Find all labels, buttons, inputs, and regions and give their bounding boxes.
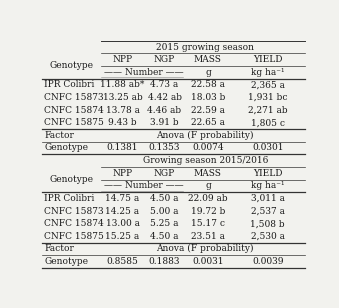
Text: YIELD: YIELD (253, 169, 282, 178)
Text: g: g (205, 68, 211, 77)
Text: 1,508 b: 1,508 b (251, 219, 285, 228)
Text: NPP: NPP (113, 169, 133, 178)
Text: NGP: NGP (154, 169, 175, 178)
Text: —— Number ——: —— Number —— (104, 68, 183, 77)
Text: NGP: NGP (154, 55, 175, 64)
Text: 2,365 a: 2,365 a (251, 80, 285, 89)
Text: 13.78 a: 13.78 a (105, 106, 140, 115)
Text: CNFC 15873: CNFC 15873 (44, 207, 104, 216)
Text: 18.03 b: 18.03 b (191, 93, 225, 102)
Text: 4.46 ab: 4.46 ab (147, 106, 182, 115)
Text: 0.1883: 0.1883 (149, 257, 180, 266)
Text: Genotype: Genotype (49, 62, 93, 71)
Text: CNFC 15875: CNFC 15875 (44, 232, 104, 241)
Text: 22.09 ab: 22.09 ab (188, 194, 228, 203)
Text: 23.51 a: 23.51 a (191, 232, 225, 241)
Text: 0.0039: 0.0039 (252, 257, 283, 266)
Text: 0.0074: 0.0074 (192, 144, 224, 152)
Text: Genotype: Genotype (49, 175, 93, 184)
Text: Growing season 2015/2016: Growing season 2015/2016 (143, 156, 268, 165)
Text: 2,530 a: 2,530 a (251, 232, 285, 241)
Text: Factor: Factor (44, 131, 74, 140)
Text: 22.59 a: 22.59 a (191, 106, 225, 115)
Text: CNFC 15875: CNFC 15875 (44, 118, 104, 127)
Text: 4.50 a: 4.50 a (150, 194, 179, 203)
Text: 3,011 a: 3,011 a (251, 194, 285, 203)
Text: 2,537 a: 2,537 a (251, 207, 285, 216)
Text: 19.72 b: 19.72 b (191, 207, 225, 216)
Text: NPP: NPP (113, 55, 133, 64)
Text: 0.0031: 0.0031 (192, 257, 224, 266)
Text: 5.25 a: 5.25 a (150, 219, 179, 228)
Text: 0.1353: 0.1353 (149, 144, 180, 152)
Text: Genotype: Genotype (44, 257, 88, 266)
Text: CNFC 15874: CNFC 15874 (44, 219, 104, 228)
Text: 3.91 b: 3.91 b (150, 118, 179, 127)
Text: 14.75 a: 14.75 a (105, 194, 140, 203)
Text: 0.8585: 0.8585 (106, 257, 138, 266)
Text: IPR Colibri: IPR Colibri (44, 80, 95, 89)
Text: 13.00 a: 13.00 a (105, 219, 140, 228)
Text: 9.43 b: 9.43 b (108, 118, 137, 127)
Text: kg ha⁻¹: kg ha⁻¹ (251, 68, 284, 77)
Text: MASS: MASS (194, 169, 222, 178)
Text: 13.25 ab: 13.25 ab (103, 93, 142, 102)
Text: 22.65 a: 22.65 a (191, 118, 225, 127)
Text: 0.1381: 0.1381 (107, 144, 138, 152)
Text: —— Number ——: —— Number —— (104, 181, 183, 190)
Text: 1,931 bc: 1,931 bc (248, 93, 287, 102)
Text: CNFC 15873: CNFC 15873 (44, 93, 104, 102)
Text: MASS: MASS (194, 55, 222, 64)
Text: IPR Colibri: IPR Colibri (44, 194, 95, 203)
Text: 4.50 a: 4.50 a (150, 232, 179, 241)
Text: 15.17 c: 15.17 c (191, 219, 225, 228)
Text: Anova (F probability): Anova (F probability) (157, 244, 254, 253)
Text: Genotype: Genotype (44, 144, 88, 152)
Text: 11.88 ab*: 11.88 ab* (100, 80, 145, 89)
Text: 2,271 ab: 2,271 ab (248, 106, 287, 115)
Text: 14.25 a: 14.25 a (105, 207, 140, 216)
Text: 0.0301: 0.0301 (252, 144, 283, 152)
Text: Anova (F probability): Anova (F probability) (157, 131, 254, 140)
Text: g: g (205, 181, 211, 190)
Text: 5.00 a: 5.00 a (150, 207, 179, 216)
Text: Factor: Factor (44, 245, 74, 253)
Text: 1,805 c: 1,805 c (251, 118, 285, 127)
Text: 22.58 a: 22.58 a (191, 80, 225, 89)
Text: 4.73 a: 4.73 a (151, 80, 179, 89)
Text: 4.42 ab: 4.42 ab (147, 93, 182, 102)
Text: 2015 growing season: 2015 growing season (156, 43, 254, 51)
Text: CNFC 15874: CNFC 15874 (44, 106, 104, 115)
Text: 15.25 a: 15.25 a (105, 232, 140, 241)
Text: YIELD: YIELD (253, 55, 282, 64)
Text: kg ha⁻¹: kg ha⁻¹ (251, 181, 284, 190)
